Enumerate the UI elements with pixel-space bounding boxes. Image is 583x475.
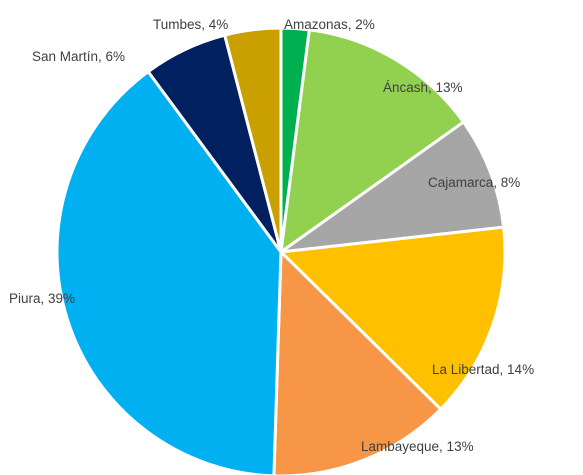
labels-group: Amazonas, 2% Áncash, 13% Cajamarca, 8% La L… xyxy=(9,17,534,454)
pie-slice-piura xyxy=(55,69,283,475)
data-label-cajamarca: Cajamarca, 8% xyxy=(428,175,520,190)
pie-slice-lambayeque xyxy=(272,248,443,475)
data-label-amazonas: Amazonas, 2% xyxy=(284,17,375,32)
data-label-piura: Piura, 39% xyxy=(9,291,75,306)
data-label-lambayeque: Lambayeque, 13% xyxy=(361,439,474,454)
pie-slice-áncash xyxy=(279,28,466,256)
data-label-áncash: Áncash, 13% xyxy=(383,80,463,95)
pie-slice-tumbes xyxy=(222,26,283,253)
pie-slice-cajamarca xyxy=(275,119,506,255)
data-label-tumbes: Tumbes, 4% xyxy=(153,17,228,32)
pie-slice-la-libertad xyxy=(277,225,507,412)
data-label-san-martín: San Martín, 6% xyxy=(32,49,125,64)
slices-group xyxy=(55,26,507,475)
data-label-la-libertad: La Libertad, 14% xyxy=(432,362,534,377)
